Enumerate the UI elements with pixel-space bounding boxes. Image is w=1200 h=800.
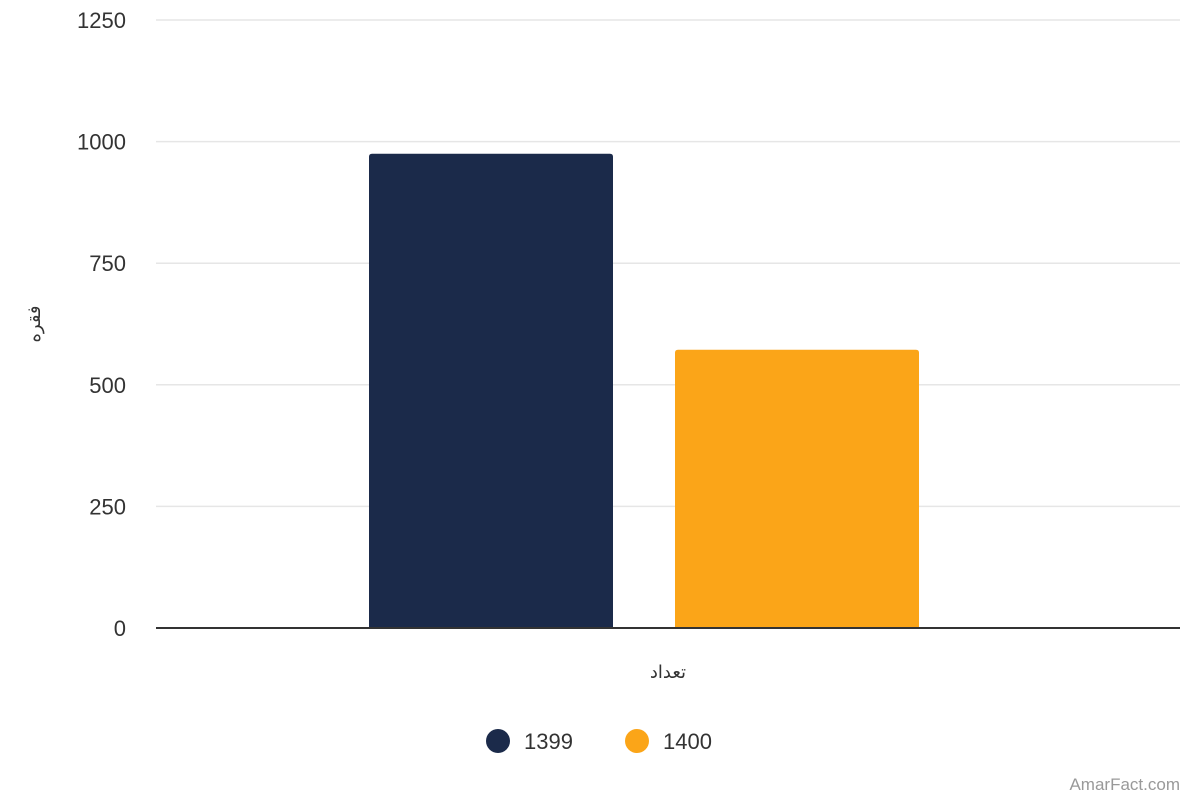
bar-1399[interactable] xyxy=(369,153,613,628)
legend-label-1399[interactable]: 1399 xyxy=(524,729,573,754)
y-tick-label: 250 xyxy=(89,494,126,519)
bars xyxy=(369,153,919,628)
y-tick-label: 500 xyxy=(89,373,126,398)
y-tick-label: 0 xyxy=(114,616,126,641)
legend: 1399 1400 xyxy=(486,729,712,754)
credit-text[interactable]: AmarFact.com xyxy=(1069,775,1180,794)
x-axis-title: تعداد xyxy=(650,662,686,683)
grid-lines xyxy=(156,19,1180,508)
legend-marker-1400[interactable] xyxy=(625,729,649,753)
legend-marker-1399[interactable] xyxy=(486,729,510,753)
legend-label-1400[interactable]: 1400 xyxy=(663,729,712,754)
y-tick-label: 1000 xyxy=(77,130,126,155)
y-tick-label: 750 xyxy=(89,251,126,276)
y-axis-title: فقره xyxy=(24,305,45,342)
bar-1400[interactable] xyxy=(675,349,919,628)
y-axis-ticks: 0 250 500 750 1000 1250 xyxy=(77,8,126,641)
y-tick-label: 1250 xyxy=(77,8,126,33)
